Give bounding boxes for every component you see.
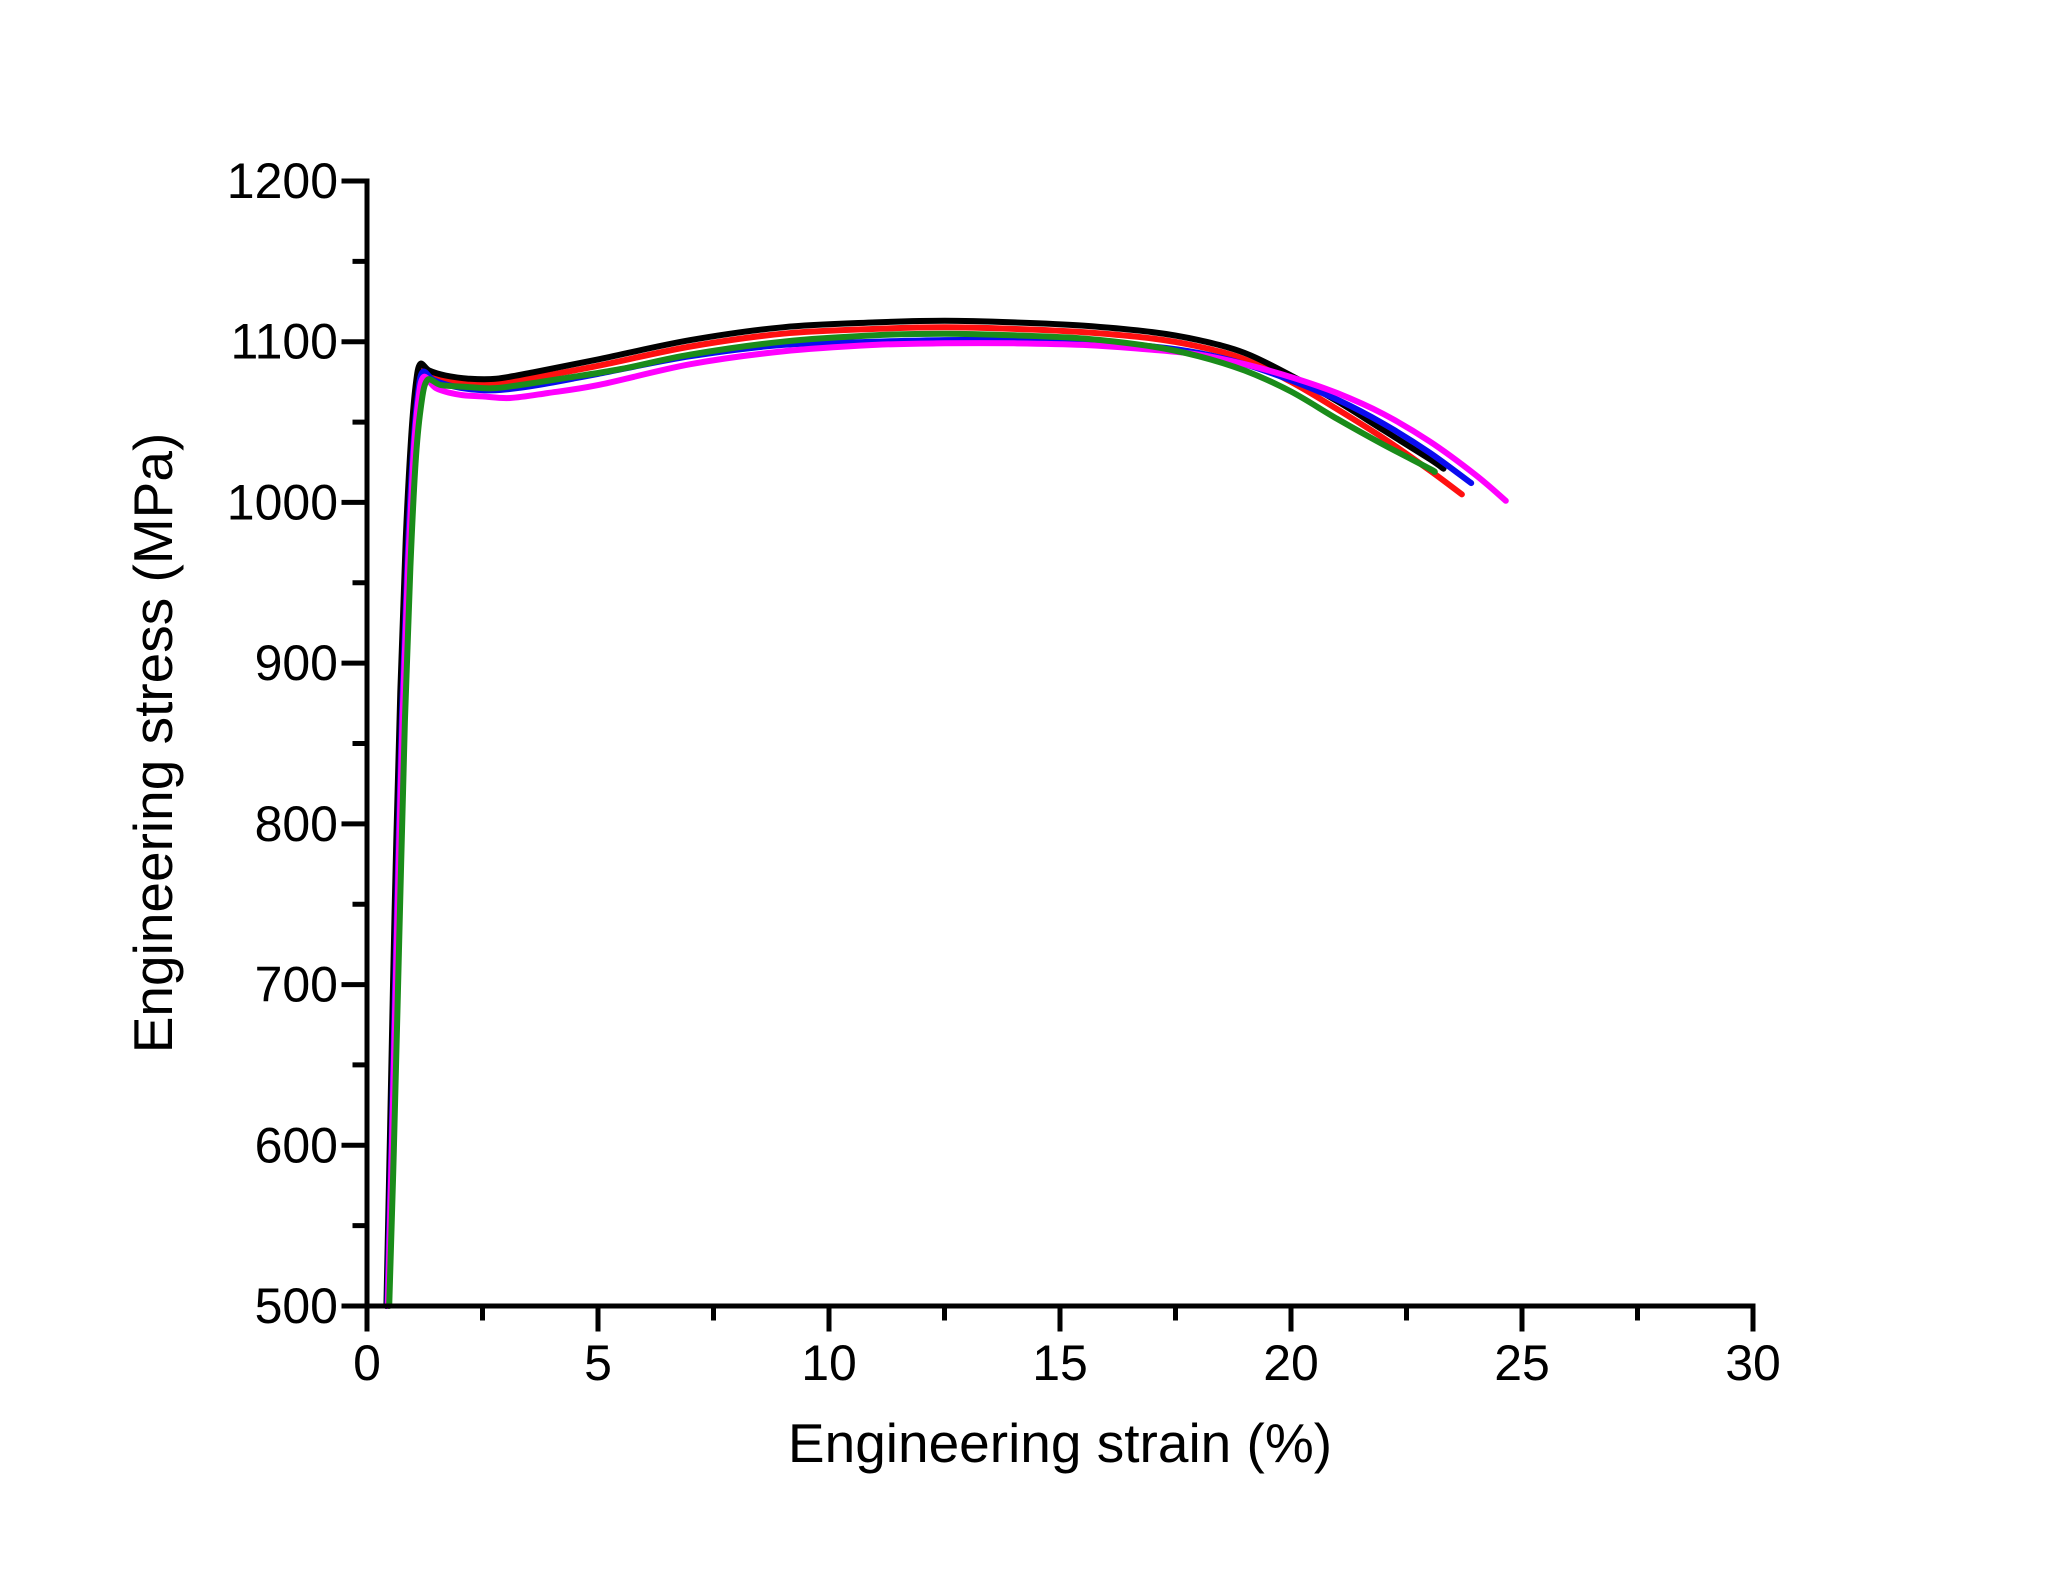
- x-tick-label: 15: [1032, 1335, 1088, 1391]
- axis-spines: [364, 178, 1756, 1309]
- y-tick-label: 1100: [230, 314, 338, 370]
- curve-series-group: [383, 317, 1509, 1309]
- x-tick-label: 10: [801, 1335, 857, 1391]
- y-tick-label: 600: [255, 1117, 338, 1173]
- y-tick-label: 1200: [227, 153, 338, 209]
- axis-ticks: [341, 178, 1756, 1332]
- curve-black: [383, 317, 1447, 1309]
- curve-green: [386, 330, 1438, 1309]
- y-tick-label: 900: [255, 635, 338, 691]
- y-tick-label: 500: [255, 1278, 338, 1334]
- curve-magenta: [384, 340, 1509, 1309]
- x-tick-label: 25: [1494, 1335, 1550, 1391]
- curve-blue: [384, 336, 1475, 1309]
- y-tick-label: 1000: [227, 474, 338, 530]
- y-tick-label: 800: [255, 796, 338, 852]
- tick-labels-group: 0 5 10 15 20 25 30 500 600 700 800 900 1000 1100 1200: [227, 153, 1781, 1391]
- x-tick-label: 20: [1263, 1335, 1319, 1391]
- x-tick-label: 0: [353, 1335, 381, 1391]
- y-tick-label: 700: [255, 957, 338, 1013]
- x-tick-label: 5: [584, 1335, 612, 1391]
- x-tick-label: 30: [1725, 1335, 1781, 1391]
- y-axis-title: Engineering stress (MPa): [122, 433, 184, 1054]
- curve-red: [383, 324, 1465, 1309]
- x-axis-title: Engineering strain (%): [788, 1412, 1332, 1474]
- axes-group: [341, 178, 1756, 1332]
